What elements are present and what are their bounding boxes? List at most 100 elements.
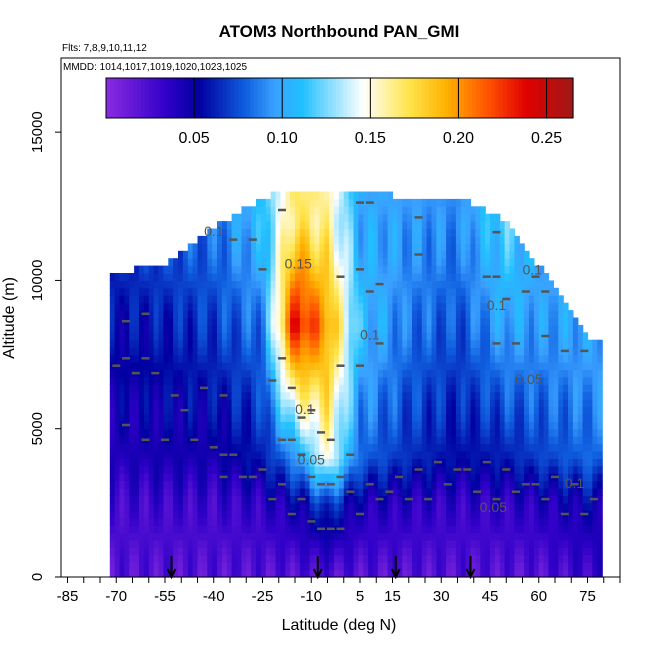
- heatmap-cell: [329, 206, 335, 215]
- heatmap-cell: [324, 347, 330, 356]
- heatmap-cell: [382, 332, 389, 341]
- heatmap-cell: [568, 339, 574, 348]
- heatmap-cell: [358, 206, 364, 215]
- heatmap-cell: [519, 451, 525, 459]
- heatmap-cell: [592, 569, 598, 578]
- heatmap-cell: [280, 525, 286, 534]
- heatmap-cell: [299, 569, 306, 578]
- heatmap-cell: [470, 317, 476, 326]
- heatmap-cell: [558, 376, 564, 385]
- heatmap-cell: [207, 235, 213, 244]
- heatmap-cell: [426, 213, 433, 222]
- heatmap-cell: [343, 391, 350, 400]
- heatmap-cell: [329, 384, 335, 393]
- heatmap-cell: [348, 421, 355, 430]
- heatmap-cell: [119, 399, 125, 408]
- heatmap-cell: [134, 554, 140, 563]
- heatmap-cell: [582, 428, 589, 437]
- heatmap-cell: [446, 502, 452, 511]
- colorbar-cell: [117, 78, 123, 118]
- heatmap-cell: [451, 287, 457, 296]
- heatmap-cell: [143, 413, 150, 422]
- heatmap-cell: [109, 465, 116, 474]
- colorbar-cell: [549, 78, 555, 118]
- heatmap-cell: [582, 362, 589, 370]
- heatmap-cell: [299, 324, 306, 333]
- heatmap-cell: [387, 347, 394, 356]
- heatmap-cell: [416, 317, 423, 326]
- heatmap-cell: [256, 488, 262, 496]
- heatmap-cell: [290, 376, 296, 385]
- heatmap-cell: [538, 532, 545, 541]
- heatmap-cell: [324, 451, 330, 459]
- heatmap-cell: [343, 347, 350, 356]
- heatmap-cell: [129, 458, 135, 467]
- heatmap-cell: [197, 243, 203, 252]
- heatmap-cell: [460, 421, 467, 430]
- heatmap-cell: [173, 539, 179, 548]
- heatmap-cell: [334, 562, 340, 571]
- heatmap-cell: [533, 287, 540, 296]
- heatmap-cell: [182, 391, 189, 400]
- heatmap-cell: [426, 517, 433, 526]
- heatmap-cell: [538, 265, 545, 274]
- heatmap-cell: [207, 428, 213, 437]
- heatmap-cell: [187, 562, 194, 571]
- heatmap-cell: [514, 569, 520, 578]
- heatmap-cell: [319, 465, 325, 474]
- heatmap-cell: [524, 502, 530, 511]
- heatmap-cell: [236, 413, 242, 422]
- heatmap-cell: [451, 391, 457, 400]
- heatmap-cell: [553, 287, 559, 296]
- heatmap-cell: [304, 347, 311, 356]
- heatmap-cell: [348, 436, 355, 445]
- heatmap-cell: [441, 525, 447, 534]
- heatmap-cell: [163, 428, 169, 437]
- heatmap-cell: [504, 562, 511, 571]
- heatmap-cell: [236, 399, 242, 408]
- heatmap-cell: [524, 413, 530, 422]
- heatmap-cell: [217, 376, 223, 385]
- heatmap-cell: [256, 473, 262, 482]
- colorbar-cell: [526, 78, 531, 118]
- heatmap-cell: [553, 532, 559, 541]
- heatmap-cell: [192, 354, 199, 363]
- heatmap-cell: [465, 510, 472, 519]
- heatmap-cell: [329, 517, 335, 526]
- heatmap-cell: [441, 213, 447, 222]
- heatmap-cell: [407, 532, 413, 541]
- heatmap-cell: [109, 391, 116, 400]
- heatmap-cell: [426, 354, 433, 363]
- heatmap-cell: [563, 517, 569, 526]
- heatmap-cell: [153, 502, 160, 511]
- heatmap-cell: [392, 488, 398, 496]
- heatmap-cell: [358, 480, 364, 489]
- heatmap-cell: [246, 465, 252, 474]
- heatmap-cell: [241, 362, 247, 370]
- heatmap-cell: [134, 406, 140, 415]
- heatmap-cell: [129, 302, 135, 311]
- heatmap-cell: [543, 436, 550, 445]
- heatmap-cell: [270, 539, 277, 548]
- heatmap-cell: [392, 495, 398, 504]
- heatmap-cell: [431, 413, 437, 422]
- heatmap-cell: [392, 369, 398, 378]
- heatmap-cell: [343, 213, 350, 222]
- heatmap-cell: [363, 517, 369, 526]
- heatmap-cell: [134, 376, 140, 385]
- heatmap-cell: [256, 376, 262, 385]
- heatmap-cell: [446, 206, 452, 215]
- heatmap-cell: [416, 362, 423, 370]
- heatmap-cell: [353, 235, 359, 244]
- heatmap-cell: [139, 502, 145, 511]
- heatmap-cell: [119, 391, 125, 400]
- heatmap-cell: [455, 287, 462, 296]
- colorbar-cell: [390, 78, 395, 118]
- heatmap-cell: [382, 532, 389, 541]
- heatmap-cell: [436, 443, 442, 452]
- colorbar-cell: [502, 78, 508, 118]
- heatmap-cell: [114, 317, 121, 326]
- heatmap-cell: [387, 451, 394, 459]
- heatmap-cell: [373, 376, 379, 385]
- heatmap-cell: [568, 376, 574, 385]
